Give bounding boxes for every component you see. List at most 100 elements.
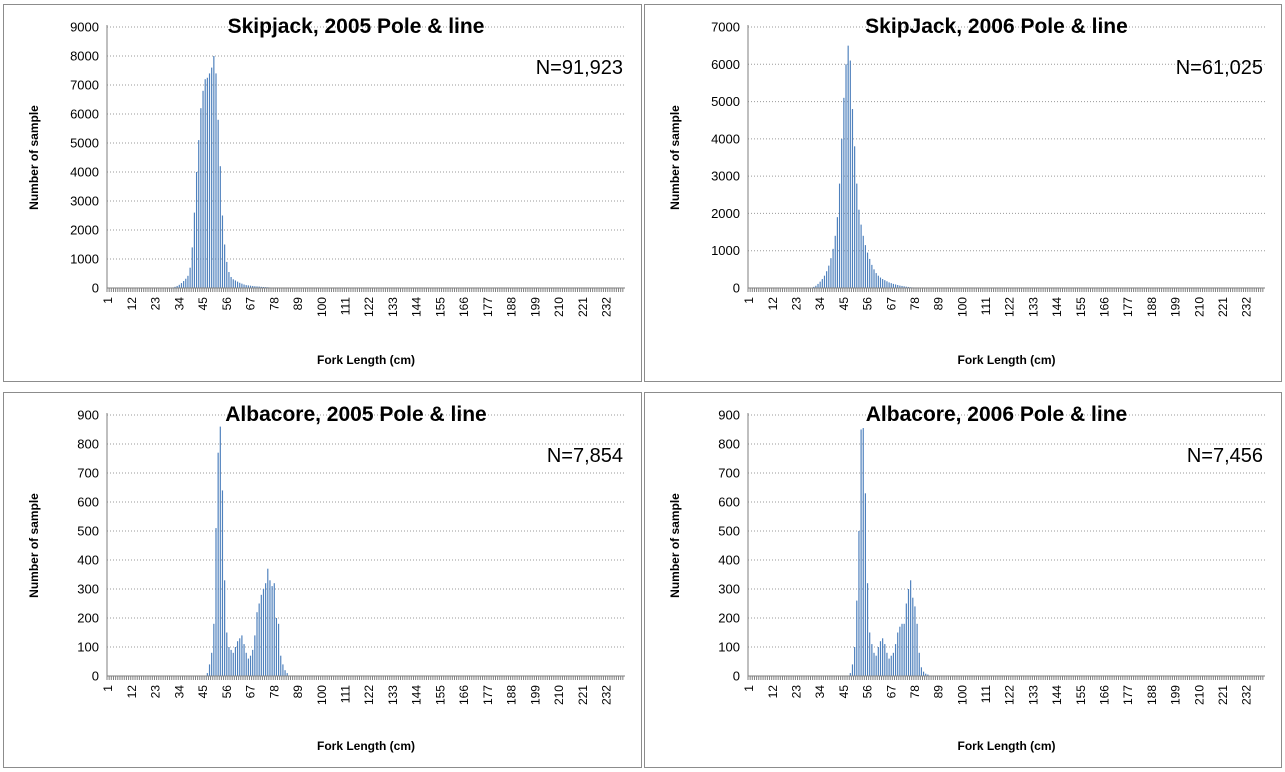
bar xyxy=(879,641,882,676)
bar xyxy=(185,278,187,288)
bar xyxy=(860,224,862,288)
x-tick-label: 133 xyxy=(386,685,400,705)
bar xyxy=(215,73,217,289)
bar xyxy=(178,284,180,288)
bar xyxy=(213,56,215,288)
y-tick-label: 5000 xyxy=(711,94,740,109)
x-tick-label: 23 xyxy=(789,297,803,311)
x-tick-label: 199 xyxy=(528,297,542,317)
x-tick-label: 144 xyxy=(1050,685,1064,705)
x-tick-label: 210 xyxy=(1192,685,1206,705)
bar xyxy=(882,279,884,288)
x-tick-label: 199 xyxy=(1169,685,1183,705)
bar xyxy=(899,626,901,676)
y-tick-label: 6000 xyxy=(70,107,99,122)
bar xyxy=(871,644,873,676)
x-tick-label: 1 xyxy=(101,685,115,692)
bar xyxy=(890,283,892,288)
y-tick-label: 4000 xyxy=(711,131,740,146)
x-tick-label: 155 xyxy=(433,685,447,705)
sample-size-annotation: N=7,854 xyxy=(547,445,623,467)
y-tick-label: 0 xyxy=(92,281,99,296)
bar xyxy=(243,284,245,288)
y-axis-label: Number of sample xyxy=(668,493,682,598)
bar xyxy=(864,493,866,676)
x-tick-label: 89 xyxy=(932,685,946,699)
x-tick-label: 56 xyxy=(861,685,875,699)
sample-size-annotation: N=91,923 xyxy=(536,57,623,79)
y-tick-label: 5000 xyxy=(70,136,99,151)
bar xyxy=(821,279,823,288)
chart-skipjack-2005: 0 1000 2000 3000 4000 5000 6000 7000 8000 9000 1 12… xyxy=(27,15,625,367)
x-tick-label: 155 xyxy=(433,297,447,317)
bar xyxy=(273,583,275,676)
x-tick-label: 199 xyxy=(1169,297,1183,317)
x-tick-label: 166 xyxy=(457,685,471,705)
x-tick-label: 188 xyxy=(505,297,519,317)
bar xyxy=(886,652,888,676)
bar xyxy=(856,183,858,288)
x-tick-label: 34 xyxy=(172,297,186,311)
x-tick-label: 221 xyxy=(1216,297,1230,317)
bar xyxy=(877,647,879,676)
bar xyxy=(247,285,249,288)
x-tick-label: 166 xyxy=(1098,685,1112,705)
bar xyxy=(206,673,208,676)
x-tick-label: 12 xyxy=(125,297,139,311)
bar xyxy=(899,285,901,288)
x-tick-label: 133 xyxy=(1026,297,1040,317)
bar xyxy=(236,281,239,288)
bar xyxy=(211,67,213,288)
y-tick-label: 700 xyxy=(718,466,740,481)
bar xyxy=(234,647,237,676)
bar xyxy=(914,606,916,676)
bar xyxy=(241,635,243,676)
bar xyxy=(252,285,254,288)
x-tick-label: 111 xyxy=(338,685,352,704)
bar xyxy=(884,644,886,676)
bar xyxy=(907,286,910,288)
bar xyxy=(245,652,247,676)
y-tick-label: 3000 xyxy=(70,194,99,209)
y-tick-label: 200 xyxy=(77,611,99,626)
x-tick-label: 45 xyxy=(196,685,210,699)
bar xyxy=(284,670,286,676)
chart-panel-skipjack-2006: 0 1000 2000 3000 4000 5000 6000 7000 1 12 23 34 45 56… xyxy=(644,4,1282,382)
bar xyxy=(211,652,213,676)
bar xyxy=(851,109,854,289)
chart-title: Albacore, 2005 Pole & line xyxy=(225,403,486,426)
x-tick-label: 12 xyxy=(766,297,780,311)
bar xyxy=(191,247,193,288)
bar xyxy=(894,284,897,288)
y-tick-label: 0 xyxy=(733,669,740,684)
x-tick-label: 1 xyxy=(742,685,756,692)
x-tick-label: 177 xyxy=(481,685,495,705)
x-tick-label: 177 xyxy=(1121,685,1135,705)
bar xyxy=(871,264,873,288)
bar xyxy=(841,138,843,288)
chart-title: SkipJack, 2006 Pole & line xyxy=(865,15,1128,38)
y-tick-label: 0 xyxy=(92,669,99,684)
bar xyxy=(230,276,232,288)
y-tick-label: 100 xyxy=(718,640,740,655)
x-tick-label: 122 xyxy=(1003,685,1017,705)
bar xyxy=(243,644,245,676)
y-tick-label: 300 xyxy=(77,582,99,597)
y-tick-label: 7000 xyxy=(70,78,99,93)
x-tick-label: 100 xyxy=(315,685,329,705)
bar xyxy=(195,172,198,288)
bar xyxy=(236,641,239,676)
y-tick-label: 1000 xyxy=(711,243,740,258)
y-tick-label: 0 xyxy=(733,281,740,296)
chart-panel-albacore-2005: 0 100 200 300 400 500 600 700 800 900 1 12 23 34 45 56 6… xyxy=(3,392,642,768)
x-tick-label: 12 xyxy=(766,685,780,699)
x-tick-label: 133 xyxy=(1026,685,1040,705)
bar xyxy=(217,452,219,676)
x-tick-label: 56 xyxy=(220,685,234,699)
bar xyxy=(849,60,851,288)
bar xyxy=(198,140,200,288)
bar xyxy=(927,674,929,676)
bar xyxy=(217,119,219,288)
bar xyxy=(838,183,841,288)
bar xyxy=(879,277,882,288)
